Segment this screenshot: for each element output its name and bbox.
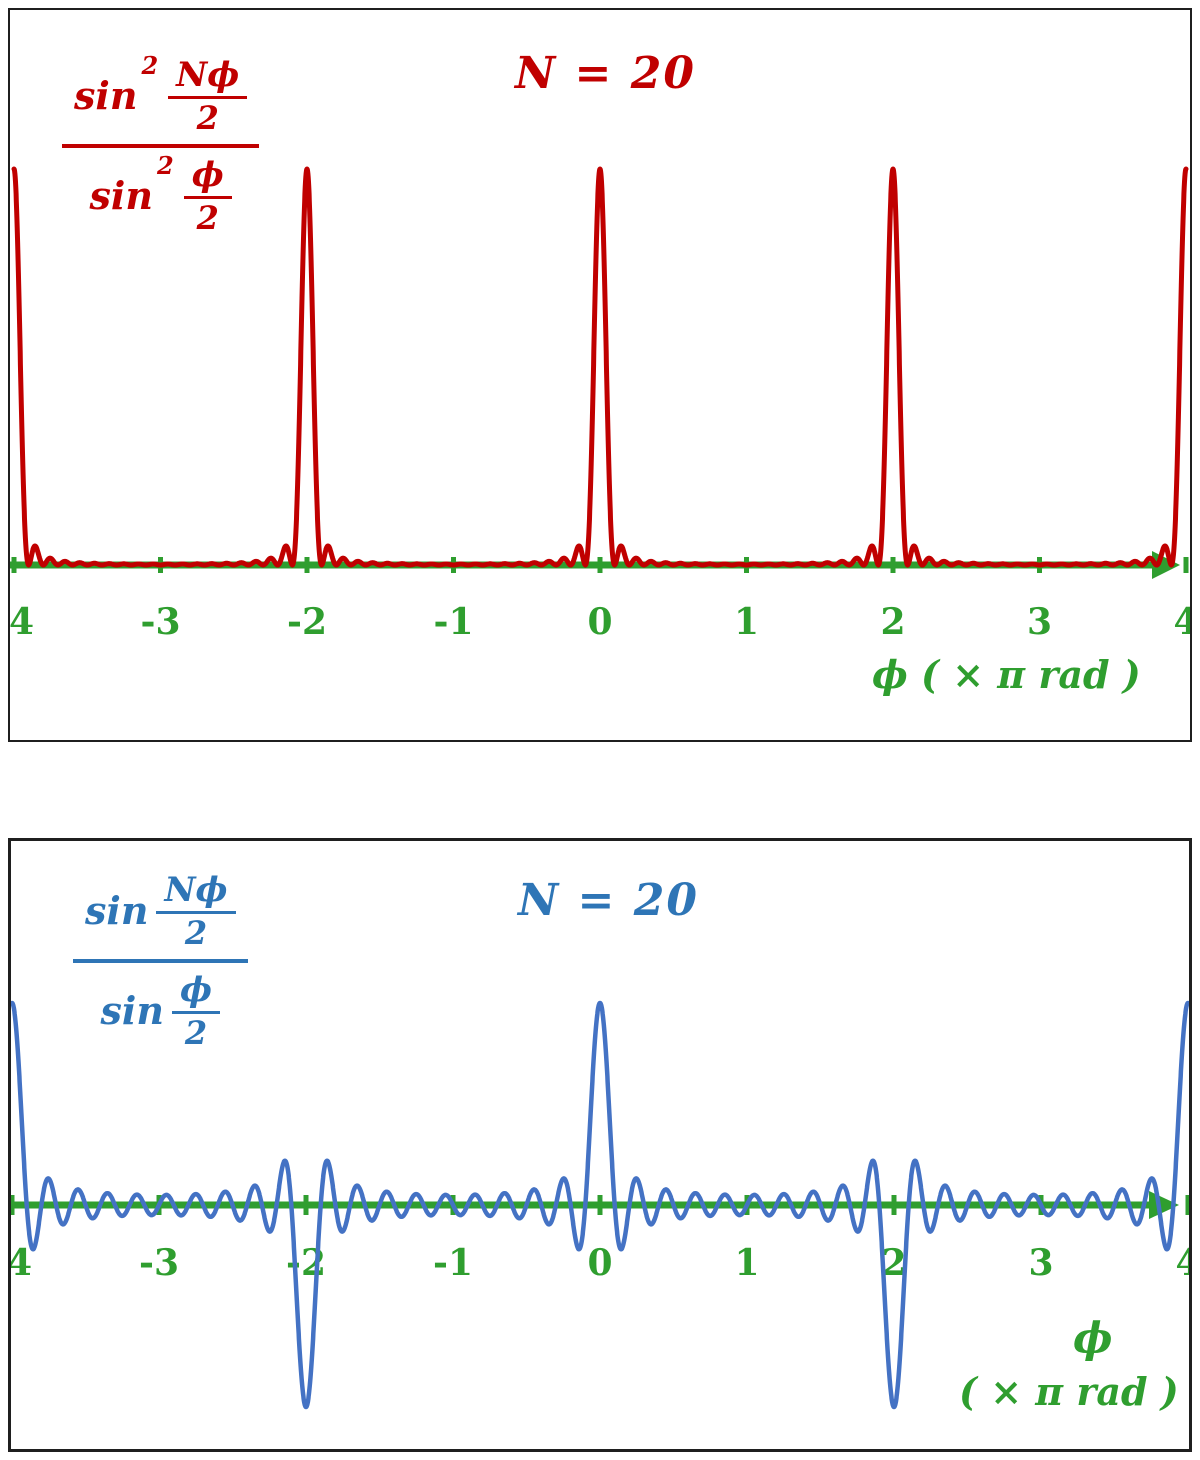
amplitude-x-axis-label-phi: ϕ — [1073, 1313, 1113, 1362]
sin-function: sin — [89, 173, 153, 218]
exponent: 2 — [157, 151, 174, 180]
two-term: 2 — [196, 199, 219, 237]
formula-fraction: sin 2 Nϕ 2 sin 2 ϕ 2 — [62, 51, 260, 234]
sin-function: sin — [100, 988, 164, 1033]
amplitude-chart-title: N = 20 — [518, 875, 699, 926]
sin-function: sin — [85, 888, 149, 933]
formula-numerator: sin Nϕ 2 — [73, 869, 248, 963]
x-tick-label: 1 — [734, 601, 759, 643]
x-tick-label: -1 — [433, 1242, 473, 1284]
x-tick-label: 2 — [880, 601, 905, 643]
x-tick-label: 3 — [1027, 601, 1052, 643]
amplitude-formula: sin Nϕ 2 sin ϕ 2 — [73, 869, 248, 1049]
intensity-chart: -4 -3 -2 -1 0 1 2 3 4 — [10, 166, 1190, 643]
x-tick-label: 0 — [587, 1242, 612, 1284]
x-axis-tick — [891, 1195, 897, 1215]
curve — [11, 1000, 1189, 1410]
exponent: 2 — [141, 51, 159, 80]
phi-over-2-fraction: ϕ 2 — [183, 158, 232, 237]
two-term: 2 — [196, 99, 219, 137]
x-tick-label: -4 — [11, 1242, 32, 1284]
x-tick-label: 4 — [1173, 601, 1190, 643]
x-axis-line — [11, 1201, 1151, 1209]
formula-denominator: sin 2 ϕ 2 — [90, 148, 232, 234]
x-tick-label: -4 — [10, 601, 34, 643]
x-tick-label: -2 — [287, 601, 327, 643]
nphi-term: Nϕ — [168, 58, 248, 99]
x-axis-tick — [1183, 557, 1189, 573]
x-axis-tick — [11, 557, 17, 573]
formula-denominator: sin ϕ 2 — [100, 963, 221, 1052]
x-axis-tick — [597, 1195, 603, 1215]
formula-numerator: sin 2 Nϕ 2 — [62, 51, 260, 148]
intensity-formula: sin 2 Nϕ 2 sin 2 ϕ 2 — [62, 51, 260, 234]
phi-term: ϕ — [183, 158, 232, 199]
sin-function: sin — [74, 73, 138, 118]
nphi-over-2-fraction: Nϕ 2 — [168, 58, 248, 137]
x-tick-label: -1 — [434, 601, 474, 643]
intensity-x-axis-label: ϕ ( × π rad ) — [872, 652, 1141, 697]
two-term: 2 — [184, 914, 208, 952]
phi-term: ϕ — [172, 973, 221, 1014]
x-axis-line — [10, 561, 1154, 569]
x-tick-label: 3 — [1028, 1242, 1053, 1284]
nphi-over-2-fraction: Nϕ 2 — [156, 873, 236, 952]
x-axis-tick — [597, 557, 603, 573]
formula-fraction: sin Nϕ 2 sin ϕ 2 — [73, 869, 248, 1049]
x-axis-tick — [303, 1195, 309, 1215]
x-axis-tick — [890, 557, 896, 573]
phi-over-2-fraction: ϕ 2 — [172, 973, 221, 1052]
amplitude-x-axis-label-units: ( × π rad ) — [959, 1369, 1179, 1414]
x-tick-label: 1 — [734, 1242, 759, 1284]
curve — [11, 166, 1189, 568]
x-tick-label: 0 — [587, 601, 612, 643]
x-tick-label: -3 — [139, 1242, 179, 1284]
intensity-chart-title: N = 20 — [515, 48, 696, 99]
x-tick-label: -3 — [141, 601, 181, 643]
x-axis-tick — [304, 557, 310, 573]
two-term: 2 — [184, 1014, 208, 1052]
nphi-term: Nϕ — [156, 873, 236, 914]
x-axis-tick — [11, 1195, 15, 1215]
x-tick-label: 4 — [1175, 1242, 1189, 1284]
x-axis-tick — [1185, 1195, 1189, 1215]
